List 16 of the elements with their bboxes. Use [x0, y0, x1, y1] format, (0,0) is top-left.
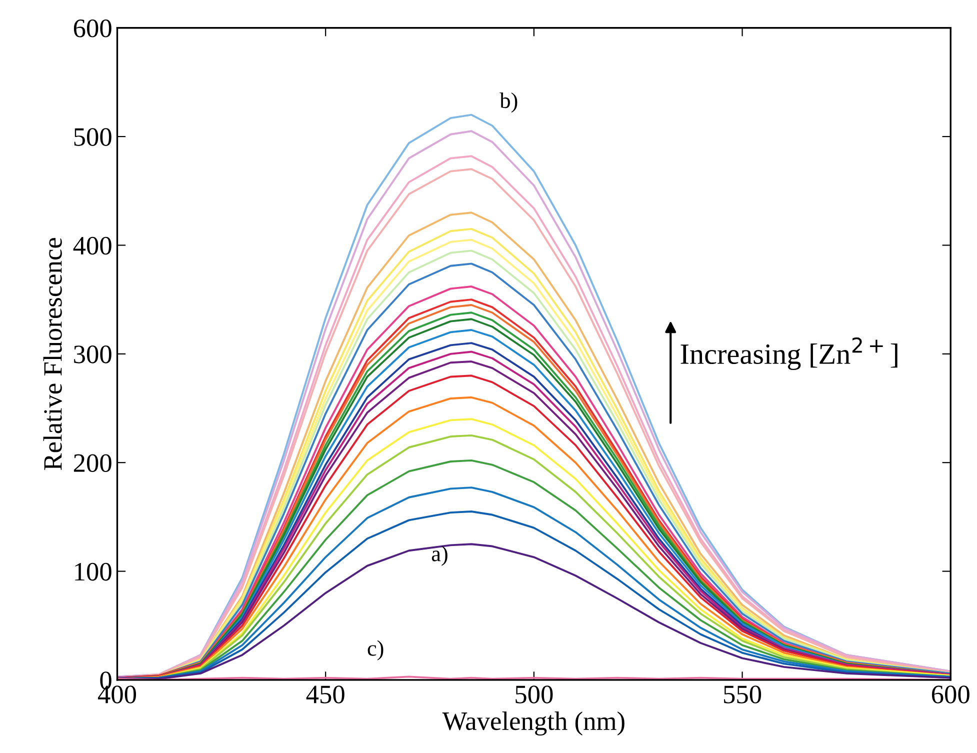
x-axis-title: Wavelength (nm) — [442, 712, 624, 736]
y-tick-label: 200 — [74, 454, 112, 472]
annotation: b) — [500, 92, 518, 113]
y-tick-label: 100 — [75, 562, 112, 581]
y-tick-label: 400 — [73, 236, 112, 255]
y-tick-label: 600 — [74, 19, 112, 38]
x-tick-label: 450 — [306, 686, 344, 704]
annotation: a) — [432, 546, 448, 566]
x-tick-label: 600 — [932, 686, 970, 704]
x-tick-label: 550 — [724, 686, 762, 704]
annotation: c) — [368, 640, 384, 660]
annotation: Increasing [Zn$^{2+}$] — [680, 337, 898, 370]
x-tick-label: 500 — [516, 686, 553, 704]
y-axis-title: Relative Fluorescence — [43, 238, 62, 470]
y-tick-label: 300 — [74, 346, 112, 364]
y-tick-label: 500 — [74, 128, 112, 146]
